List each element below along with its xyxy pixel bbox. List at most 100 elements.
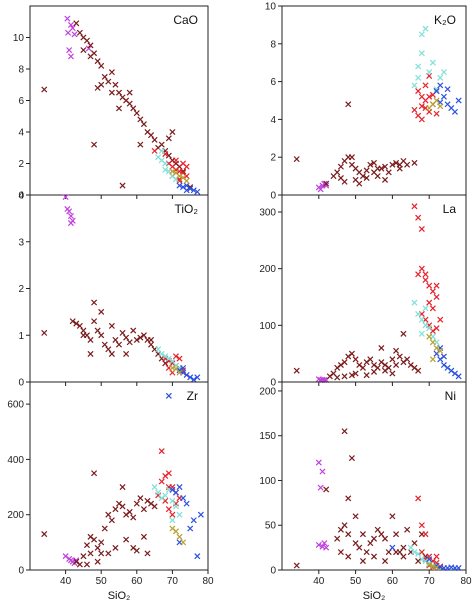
y-tick-label-ni: 50	[265, 521, 277, 532]
data-point-red	[411, 106, 418, 113]
points-tio2	[41, 193, 201, 383]
data-point-blue	[165, 392, 172, 399]
data-point-olive	[426, 561, 433, 568]
data-point-maroon	[83, 37, 90, 44]
data-point-magenta	[319, 468, 326, 475]
data-point-maroon	[91, 536, 98, 543]
data-point-red	[426, 93, 433, 100]
data-point-maroon	[345, 101, 352, 108]
data-point-maroon	[151, 136, 158, 143]
data-point-red	[418, 549, 425, 556]
data-point-maroon	[76, 29, 83, 36]
data-point-maroon	[367, 356, 374, 363]
data-point-maroon	[108, 350, 115, 357]
y-tick-label-zr: 0	[18, 566, 24, 577]
data-point-blue	[194, 374, 201, 381]
data-point-maroon	[105, 511, 112, 518]
data-point-blue	[437, 82, 444, 89]
data-point-red	[415, 88, 422, 95]
data-point-red	[158, 448, 165, 455]
data-point-blue	[455, 373, 462, 380]
data-point-red	[415, 214, 422, 221]
data-point-blue	[180, 495, 187, 502]
data-point-blue	[194, 188, 201, 195]
data-point-maroon	[400, 330, 407, 337]
y-tick-label-tio2: 2	[18, 284, 24, 295]
data-point-blue	[190, 187, 197, 194]
data-point-maroon	[389, 161, 396, 168]
y-tick-label-cao: 0	[18, 191, 24, 202]
panel-ni: Ni 0 50 100 150 200 40 50 60 70 80 SiO₂	[259, 381, 472, 602]
data-point-magenta	[323, 544, 330, 551]
y-tick-label-ni: 0	[270, 566, 276, 577]
panel-label-ni: Ni	[445, 389, 456, 403]
x-tick-label-zr: 40	[60, 576, 72, 587]
data-point-maroon	[374, 173, 381, 180]
data-point-maroon	[137, 116, 144, 123]
data-point-blue	[389, 544, 396, 551]
points-la	[293, 203, 462, 384]
data-point-maroon	[341, 522, 348, 529]
points-cao	[41, 15, 201, 195]
panel-label-k2o: K₂O	[434, 13, 456, 27]
data-point-maroon	[323, 180, 330, 187]
data-point-cyan	[415, 550, 422, 557]
data-point-maroon	[348, 154, 355, 161]
data-point-blue	[455, 564, 462, 572]
data-point-maroon	[112, 336, 119, 343]
data-point-maroon	[80, 47, 87, 54]
data-point-red	[172, 353, 179, 360]
data-point-maroon	[165, 152, 172, 159]
data-point-maroon	[87, 350, 94, 357]
data-point-maroon	[341, 178, 348, 185]
data-point-cyan	[440, 69, 447, 76]
data-point-red	[433, 282, 440, 289]
data-point-cyan	[422, 305, 429, 312]
x-tick-label-ni: 50	[350, 576, 362, 587]
x-tick-label-zr: 50	[96, 576, 108, 587]
data-point-maroon	[80, 553, 87, 560]
panel-tio2: TiO₂ 0 1 2 3 4	[18, 191, 209, 389]
data-point-maroon	[105, 78, 112, 85]
data-point-maroon	[415, 558, 422, 565]
data-point-maroon	[411, 159, 418, 166]
data-point-magenta	[66, 208, 73, 215]
panel-label-tio2: TiO₂	[174, 202, 198, 216]
data-point-maroon	[334, 374, 341, 381]
data-point-olive	[433, 97, 440, 104]
data-point-maroon	[140, 332, 147, 339]
data-point-maroon	[367, 161, 374, 168]
data-point-maroon	[404, 161, 411, 168]
data-point-blue	[183, 187, 190, 194]
data-point-cyan	[162, 492, 169, 499]
x-tick-label-zr: 70	[167, 576, 179, 587]
data-point-blue	[433, 88, 440, 95]
data-point-maroon	[108, 69, 115, 76]
data-point-maroon	[363, 167, 370, 174]
x-tick-label-zr: 80	[202, 576, 214, 587]
data-point-blue	[176, 182, 183, 189]
data-point-maroon	[378, 344, 385, 352]
data-point-maroon	[169, 128, 176, 136]
data-point-blue	[183, 182, 190, 189]
data-point-cyan	[437, 74, 444, 81]
data-point-cyan	[169, 497, 176, 504]
x-tick-label-zr: 60	[131, 576, 143, 587]
data-point-maroon	[345, 553, 352, 560]
data-point-red	[183, 163, 190, 170]
data-point-olive	[169, 168, 176, 175]
data-point-maroon	[348, 350, 355, 357]
data-point-blue	[455, 97, 462, 104]
data-point-maroon	[98, 308, 105, 315]
y-tick-label-ni: 100	[259, 476, 276, 487]
data-point-cyan	[411, 549, 418, 556]
data-point-maroon	[94, 327, 101, 334]
data-point-maroon	[98, 550, 105, 557]
data-point-maroon	[98, 62, 105, 69]
data-point-red	[437, 316, 444, 323]
data-point-magenta	[317, 484, 324, 491]
data-point-maroon	[130, 514, 137, 521]
data-point-maroon	[83, 561, 90, 568]
data-point-maroon	[137, 495, 144, 502]
x-tick-label-ni: 70	[424, 576, 436, 587]
